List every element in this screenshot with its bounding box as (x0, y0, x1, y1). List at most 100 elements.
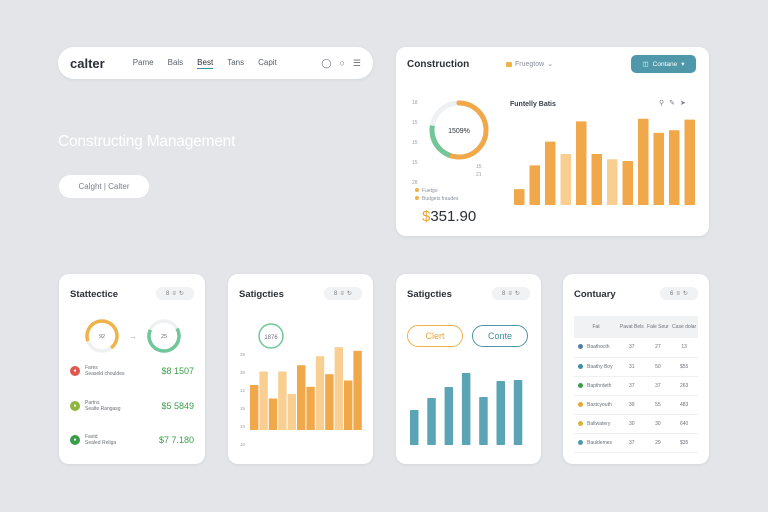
stat-sub: Sealed Religa (85, 440, 117, 446)
row-status-icon (578, 382, 583, 388)
nav-link-3[interactable]: Tans (227, 57, 245, 67)
row-name: Baathocth (587, 344, 610, 351)
column-header[interactable]: Case dolar (670, 316, 698, 338)
chevron-down-icon: ▾ (681, 61, 685, 68)
row-status-icon (578, 363, 583, 369)
legend-dot-icon (415, 188, 419, 192)
stat-label: Fares (85, 365, 98, 371)
nav-link-0[interactable]: Pame (132, 57, 154, 67)
card-control[interactable]: 8 ≡ ↻ (492, 287, 530, 300)
card-title: Satigcties (239, 289, 284, 300)
chart-bar (334, 347, 343, 430)
hero-button[interactable]: Calght | Calter (59, 175, 149, 198)
segments-bar-chart (410, 373, 523, 445)
menu-icon[interactable]: ☰ (352, 57, 361, 68)
settings-icon: ≡ (340, 290, 344, 297)
card-control-value: 6 (670, 290, 674, 297)
top-nav: calter Pame Bals Best Tans Capit ◯ ○ ☰ (58, 47, 373, 79)
continue-label: Contane (652, 60, 678, 68)
zoom-icon[interactable]: ⚲ (659, 100, 665, 107)
row-name: Baltwatery (587, 420, 611, 427)
table-cell: 50 (645, 357, 671, 377)
chart-bar (607, 159, 618, 205)
chart-bar (529, 165, 540, 205)
donut-secondary-arc (429, 100, 489, 160)
nav-links: Pame Bals Best Tans Capit (133, 58, 277, 69)
filter-label: Fruegtow (515, 60, 545, 68)
chart-bar (684, 119, 695, 205)
table-row[interactable]: Baathocth 37 27 13 (574, 338, 698, 358)
table-row[interactable]: Bauldemes 37 29 $35 (574, 433, 698, 453)
y-label: 18 (412, 100, 418, 106)
table-cell: 37 (618, 376, 646, 396)
card-control[interactable]: 8 ≡ ↻ (324, 287, 362, 300)
stat-row[interactable]: ● Partns Sealte Rangasg $5 5849 (70, 400, 194, 412)
table-cell: 483 (670, 395, 698, 415)
settings-icon: ≡ (172, 290, 176, 297)
stat-text: Fares Seaseld chouldes (85, 365, 124, 377)
chart-bar (427, 398, 436, 445)
stat-icon: ● (70, 435, 80, 445)
chart-bar (259, 371, 268, 430)
total-value: $351.90 (422, 208, 476, 225)
y-tick-label: 10 (240, 442, 246, 447)
chart-bar (444, 387, 454, 445)
legend-label: Budgets fraudes (422, 196, 459, 202)
y-tick-label: 15 (240, 406, 246, 411)
gauge-label: 25 (161, 334, 167, 340)
column-header[interactable]: Fat (574, 316, 619, 338)
settings-icon: ≡ (676, 290, 680, 297)
row-name: Bastcyouth (587, 401, 612, 408)
table-cell: 39 (618, 395, 646, 415)
table-cell: Baathy Boy (574, 357, 619, 377)
y-label: 15 (412, 160, 418, 166)
nav-link-2[interactable]: Best (197, 57, 214, 69)
refresh-icon: ↻ (682, 291, 688, 297)
box-icon: ◫ (642, 61, 649, 68)
table-cell: Bastcyouth (574, 395, 619, 415)
table-cell: Baathocth (574, 338, 619, 358)
donut-label: 1509% (448, 128, 470, 135)
table-row[interactable]: Bastcyouth 39 55 483 (574, 395, 698, 415)
pen-icon[interactable]: ✎ (669, 100, 676, 107)
stat-sub: Sealte Rangasg (85, 406, 121, 412)
gauge-row: 92 → 25 (83, 317, 183, 355)
nav-link-1[interactable]: Bals (167, 57, 184, 67)
stat-row[interactable]: ● Fastd Sealed Religa $7 7.180 (70, 434, 194, 446)
card-control[interactable]: 6 ≡ ↻ (660, 287, 698, 300)
column-header[interactable]: Pavat Bels (618, 316, 646, 338)
table-cell: 37 (618, 433, 646, 453)
column-header[interactable]: Fale Seur (645, 316, 671, 338)
app-logo[interactable]: calter (70, 55, 105, 71)
share-icon[interactable]: ➤ (680, 100, 686, 107)
create-button[interactable]: Conte (472, 325, 528, 347)
stat-value: $8 1507 (161, 366, 194, 376)
nav-link-4[interactable]: Capit (258, 57, 277, 67)
refresh-icon: ↻ (178, 291, 184, 297)
gauge-orange: 92 (85, 319, 119, 353)
chart-bar (479, 397, 488, 445)
filter-dropdown[interactable]: Fruegtow ⌄ (506, 60, 553, 68)
chart-bar (353, 350, 362, 430)
user-icon[interactable]: ○ (339, 57, 345, 68)
table-row[interactable]: Baathy Boy 31 50 $55 (574, 357, 698, 377)
continue-button[interactable]: ◫ Contane ▾ (631, 55, 696, 73)
row-name: Bauldemes (587, 439, 613, 446)
stat-icon: ● (70, 366, 80, 376)
table-row[interactable]: Baltwatery 30 30 640 (574, 414, 698, 434)
stat-sub: Seaseld chouldes (85, 371, 125, 377)
tag-line: 21 (476, 172, 482, 178)
legend-dot-icon (415, 196, 419, 200)
table-cell: 31 (618, 357, 646, 377)
chart-bar (513, 380, 523, 445)
card-control[interactable]: 8 ≡ ↻ (156, 287, 194, 300)
stat-value: $5 5849 (161, 401, 194, 411)
stat-row[interactable]: ● Fares Seaseld chouldes $8 1507 (70, 365, 194, 377)
notification-icon[interactable]: ◯ (321, 57, 332, 68)
table-row[interactable]: Bapthrdeth 37 37 263 (574, 376, 698, 396)
y-label: 15 (412, 140, 418, 146)
client-button[interactable]: Clert (407, 325, 463, 347)
legend-item: Budgets fraudes (415, 195, 458, 203)
donut-axis-labels: 18 15 15 15 28 (412, 100, 418, 186)
donut-legend: Fuetgo Budgets fraudes (415, 187, 458, 203)
